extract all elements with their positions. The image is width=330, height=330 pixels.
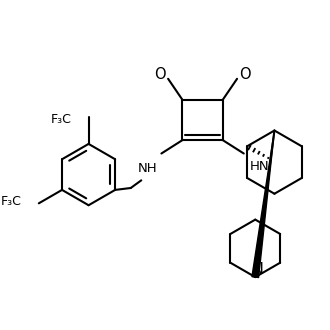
Text: F₃C: F₃C	[50, 113, 71, 125]
Text: N: N	[253, 262, 264, 277]
Polygon shape	[252, 130, 275, 278]
Text: F₃C: F₃C	[1, 195, 21, 208]
Text: O: O	[239, 67, 250, 82]
Text: HN: HN	[249, 160, 269, 174]
Text: NH: NH	[138, 162, 158, 175]
Text: O: O	[155, 67, 166, 82]
